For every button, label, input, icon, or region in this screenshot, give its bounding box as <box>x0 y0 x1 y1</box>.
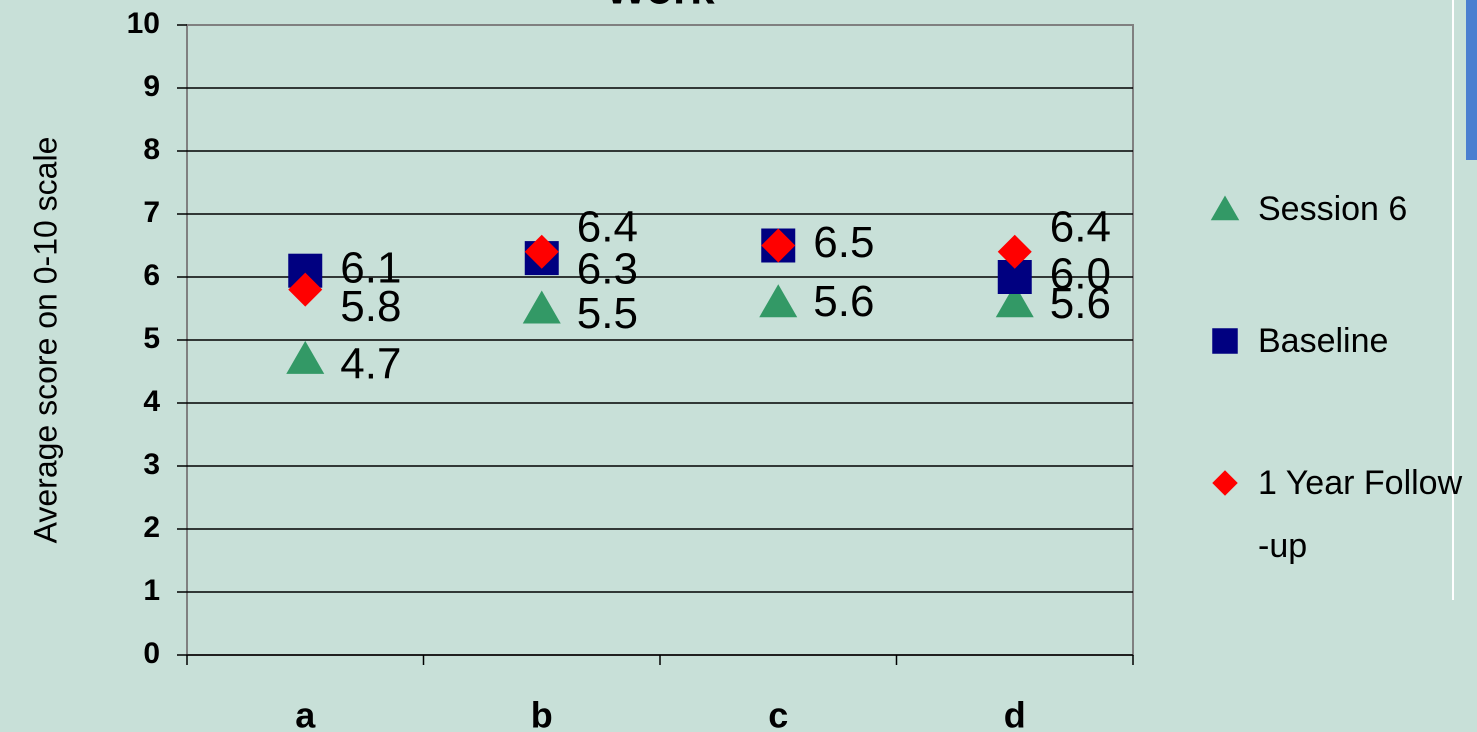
data-label: 5.6 <box>1050 279 1111 328</box>
y-tick-label: 5 <box>143 322 160 355</box>
y-tick-label: 9 <box>143 70 160 103</box>
x-tick-label: a <box>295 695 316 732</box>
legend-marker <box>1210 195 1240 221</box>
legend-marker <box>1212 328 1238 354</box>
y-tick-label: 6 <box>143 259 160 292</box>
triangle-marker <box>995 284 1034 318</box>
triangle-marker <box>286 340 325 374</box>
triangle-marker <box>522 290 561 324</box>
data-label: 6.5 <box>813 218 874 267</box>
triangle-marker <box>759 284 798 318</box>
x-tick-label: d <box>1004 695 1026 732</box>
legend-marker <box>1212 470 1238 496</box>
y-tick-label: 2 <box>143 511 160 544</box>
y-tick-label: 4 <box>143 385 160 418</box>
legend-label: Baseline <box>1258 322 1389 360</box>
y-tick-label: 0 <box>143 637 160 670</box>
diamond-marker <box>288 272 323 307</box>
data-label: 4.7 <box>340 340 401 389</box>
data-label: 6.4 <box>577 202 638 251</box>
y-axis-label: Average score on 0-10 scale <box>27 137 63 544</box>
y-tick-label: 8 <box>143 133 160 166</box>
data-label: 5.5 <box>577 289 638 338</box>
data-label: 6.4 <box>1050 202 1111 251</box>
data-label: 5.6 <box>813 277 874 326</box>
diamond-marker <box>761 228 796 263</box>
chart-title: Work <box>605 0 715 14</box>
diamond-marker <box>524 234 559 269</box>
data-label: 6.0 <box>1050 250 1111 299</box>
data-label: 6.1 <box>340 243 401 292</box>
legend-label: 1 Year Follow -up <box>1258 464 1463 565</box>
edge-line <box>1452 0 1454 600</box>
x-tick-label: c <box>768 695 788 732</box>
data-label: 6.3 <box>577 245 638 294</box>
data-label: 5.8 <box>340 282 401 331</box>
edge-bar <box>1466 0 1477 160</box>
y-tick-label: 10 <box>127 7 160 40</box>
x-tick-label: b <box>531 695 553 732</box>
legend-label: Session 6 <box>1258 190 1408 228</box>
y-tick-label: 1 <box>143 574 160 607</box>
y-tick-label: 3 <box>143 448 160 481</box>
y-tick-label: 7 <box>143 196 160 229</box>
diamond-marker <box>997 234 1032 269</box>
